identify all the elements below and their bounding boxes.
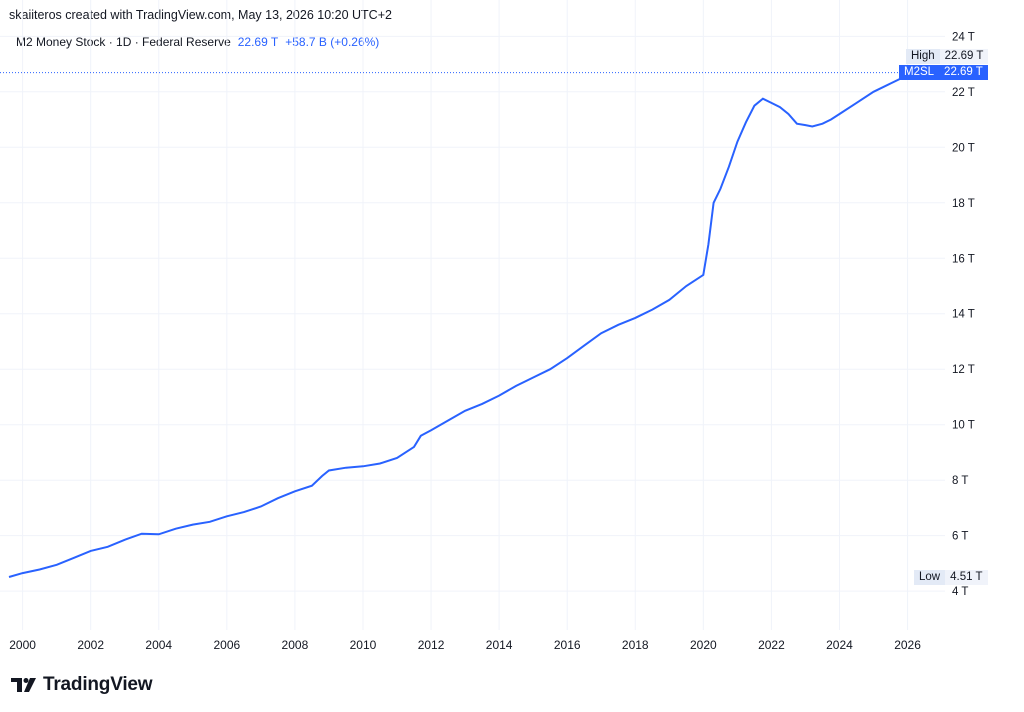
series-name: M2 Money Stock · 1D · Federal Reserve [16, 35, 231, 49]
high-value: 22.69 T [939, 48, 989, 64]
time-axis: 2000 2002 2004 2006 2008 2010 2012 2014 2016 2018… [9, 638, 921, 652]
x-tick-label: 2004 [145, 638, 172, 652]
chart-caption: skaiiteros created with TradingView.com,… [9, 8, 392, 22]
series-legend[interactable]: M2 Money Stock · 1D · Federal Reserve 22… [16, 35, 379, 49]
tradingview-logo[interactable]: TradingView [11, 674, 153, 696]
x-tick-label: 2008 [282, 638, 309, 652]
y-tick-label: 4 T [952, 586, 968, 598]
x-tick-label: 2002 [77, 638, 104, 652]
series-last-value: 22.69 T [237, 35, 279, 49]
symbol-value: 22.69 T [939, 65, 988, 81]
symbol-price-tag: M2SL 22.69 T [899, 65, 988, 81]
y-tick-label: 6 T [952, 531, 968, 543]
y-tick-label: 10 T [952, 420, 975, 432]
x-tick-label: 2014 [486, 638, 513, 652]
tradingview-logo-icon [11, 676, 37, 694]
y-tick-label: 16 T [952, 253, 975, 265]
x-tick-label: 2012 [418, 638, 445, 652]
low-label: Low [914, 570, 946, 585]
low-tag: Low 4.51 T [914, 570, 988, 585]
y-tick-label: 22 T [952, 87, 975, 99]
x-tick-label: 2006 [213, 638, 240, 652]
high-label: High [906, 48, 940, 64]
price-axis: 4 T 6 T 8 T 10 T 12 T 14 T 16 T 18 T 20 T 22 T 24 … [952, 31, 975, 598]
high-tag: High 22.69 T [906, 48, 989, 64]
x-tick-label: 2020 [690, 638, 717, 652]
x-tick-label: 2026 [894, 638, 921, 652]
x-tick-label: 2000 [9, 638, 36, 652]
x-tick-label: 2010 [350, 638, 377, 652]
x-tick-label: 2022 [758, 638, 785, 652]
y-tick-label: 24 T [952, 31, 975, 43]
series-line [8, 71, 920, 578]
series-change: +58.7 B (+0.26%) [285, 35, 380, 49]
y-tick-label: 12 T [952, 364, 975, 376]
y-tick-label: 14 T [952, 309, 975, 321]
chart-grid [0, 0, 945, 630]
symbol-label: M2SL [899, 65, 940, 81]
y-tick-label: 8 T [952, 475, 968, 487]
y-tick-label: 18 T [952, 198, 975, 210]
x-tick-label: 2018 [622, 638, 649, 652]
x-tick-label: 2024 [826, 638, 853, 652]
tradingview-logo-text: TradingView [43, 674, 153, 695]
low-value: 4.51 T [945, 570, 988, 585]
y-tick-label: 20 T [952, 142, 975, 154]
x-tick-label: 2016 [554, 638, 581, 652]
